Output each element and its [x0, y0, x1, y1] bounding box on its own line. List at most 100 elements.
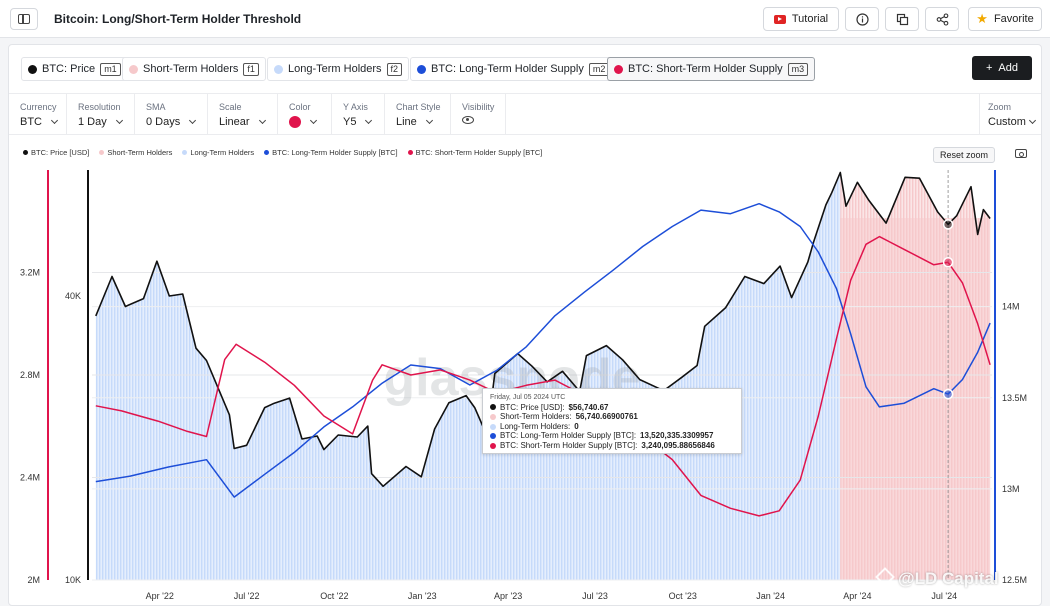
tooltip-value: 3,240,095.88656846 — [641, 440, 715, 450]
favorite-label: Favorite — [993, 13, 1034, 25]
chevron-down-icon — [189, 116, 197, 125]
sma-select[interactable]: SMA 0 Days — [135, 94, 208, 134]
tooltip-row: BTC: Long-Term Holder Supply [BTC]: 13,52… — [490, 431, 734, 441]
metric-label: Long-Term Holders — [288, 63, 382, 75]
top-bar: Bitcoin: Long/Short-Term Holder Threshol… — [0, 0, 1050, 38]
page-title: Bitcoin: Long/Short-Term Holder Threshol… — [54, 12, 302, 26]
chart-style-select[interactable]: Chart Style Line — [385, 94, 451, 134]
tooltip-value: $56,740.67 — [568, 402, 609, 412]
tooltip-label: Long-Term Holders: — [500, 421, 571, 431]
metric-label: BTC: Short-Term Holder Supply — [628, 63, 783, 75]
legend-label: BTC: Long-Term Holder Supply [BTC] — [272, 147, 398, 157]
sma-label: SMA — [146, 102, 166, 112]
metric-key: m1 — [100, 62, 121, 76]
tooltip-row: Short-Term Holders: 56,740.66900761 — [490, 412, 734, 422]
tooltip-value: 13,520,335.3309957 — [640, 431, 714, 441]
metric-long-term-holders[interactable]: Long-Term Holders f2 — [267, 57, 410, 81]
favorite-button[interactable]: ★ Favorite — [968, 7, 1042, 31]
visibility-toggle[interactable]: Visibility — [451, 94, 506, 134]
legend-label: Long-Term Holders — [190, 147, 255, 157]
legend-dot — [23, 149, 28, 155]
tooltip-label: BTC: Long-Term Holder Supply [BTC]: — [500, 431, 637, 441]
currency-select[interactable]: Currency BTC — [9, 94, 67, 134]
metric-label: BTC: Long-Term Holder Supply — [431, 63, 584, 75]
resolution-value: 1 Day — [78, 116, 107, 128]
metric-key: f1 — [243, 62, 259, 76]
metric-label: BTC: Price — [42, 63, 96, 75]
metric-sth-supply[interactable]: BTC: Short-Term Holder Supply m3 — [607, 57, 816, 81]
color-select[interactable]: Color — [278, 94, 332, 134]
copy-button[interactable] — [885, 7, 919, 31]
chevron-down-icon — [1028, 116, 1036, 125]
metric-short-term-holders[interactable]: Short-Term Holders f1 — [122, 57, 266, 81]
add-metric-button[interactable]: + Add — [972, 56, 1032, 80]
metric-color-dot — [417, 64, 426, 74]
metric-color-dot — [28, 64, 37, 74]
legend-item[interactable]: Short-Term Holders — [99, 146, 172, 158]
legend-item[interactable]: BTC: Short-Term Holder Supply [BTC] — [407, 146, 542, 158]
metric-color-dot — [274, 64, 283, 74]
visibility-label: Visibility — [462, 102, 495, 112]
scale-select[interactable]: Scale Linear — [208, 94, 278, 134]
sidebar-toggle-button[interactable] — [10, 8, 38, 30]
tutorial-button[interactable]: Tutorial — [763, 7, 839, 31]
chart-style-value: Line — [396, 116, 417, 128]
tooltip-value: 0 — [574, 421, 579, 431]
sidebar-icon — [18, 14, 30, 24]
camera-icon[interactable] — [1015, 149, 1027, 158]
legend-dot — [99, 149, 105, 155]
resolution-label: Resolution — [78, 102, 121, 112]
tooltip-dot — [490, 423, 496, 430]
chart-panel: BTC: Price m1 Short-Term Holders f1 Long… — [8, 44, 1042, 606]
tooltip-row: BTC: Short-Term Holder Supply [BTC]: 3,24… — [490, 441, 734, 451]
tooltip-row: Long-Term Holders: 0 — [490, 422, 734, 432]
tooltip-label: Short-Term Holders: — [500, 412, 572, 422]
chevron-down-icon — [365, 116, 373, 125]
metric-btc-price[interactable]: BTC: Price m1 — [21, 57, 128, 81]
legend-item[interactable]: BTC: Price [USD] — [23, 146, 89, 158]
zoom-value: Custom — [988, 116, 1026, 128]
chevron-down-icon — [258, 116, 266, 125]
yaxis-select[interactable]: Y Axis Y5 — [332, 94, 385, 134]
metric-key: m3 — [787, 62, 809, 76]
youtube-icon — [773, 14, 786, 24]
tooltip-date: Friday, Jul 05 2024 UTC — [490, 394, 566, 401]
metric-key: f2 — [386, 62, 403, 76]
reset-zoom-button[interactable]: Reset zoom — [932, 147, 995, 163]
tooltip-label: BTC: Price [USD]: — [500, 402, 565, 412]
share-button[interactable] — [925, 7, 959, 31]
yaxis-label: Y Axis — [343, 102, 368, 112]
tooltip-dot — [490, 433, 496, 440]
scale-label: Scale — [219, 102, 242, 112]
copy-icon — [896, 13, 908, 25]
tooltip-dot — [490, 442, 496, 449]
info-icon — [855, 12, 869, 26]
share-icon — [936, 12, 948, 26]
tooltip-value: 56,740.66900761 — [575, 412, 638, 422]
legend-label: Short-Term Holders — [107, 147, 173, 157]
metric-lth-supply[interactable]: BTC: Long-Term Holder Supply m2 — [410, 57, 617, 81]
plus-icon: + — [985, 62, 993, 74]
zoom-label: Zoom — [988, 102, 1012, 112]
watermark-text: @LD Capital — [898, 569, 999, 588]
chevron-down-icon — [115, 116, 123, 125]
legend-item[interactable]: BTC: Long-Term Holder Supply [BTC] — [264, 146, 398, 158]
info-button[interactable] — [845, 7, 879, 31]
tooltip-row: BTC: Price [USD]: $56,740.67 — [490, 403, 734, 413]
color-label: Color — [289, 102, 311, 112]
chevron-down-icon — [425, 116, 433, 125]
chart-controls: Currency BTC Resolution 1 Day SMA 0 Days… — [9, 93, 1041, 135]
zoom-select[interactable]: Zoom Custom — [979, 94, 1041, 134]
tooltip-label: BTC: Short-Term Holder Supply [BTC]: — [500, 440, 638, 450]
tooltip-dot — [490, 413, 496, 420]
yaxis-value: Y5 — [343, 116, 357, 128]
chevron-down-icon — [50, 116, 59, 125]
ld-logo-icon — [875, 567, 895, 587]
star-icon: ★ — [976, 11, 988, 26]
sma-value: 0 Days — [146, 116, 181, 128]
legend-item[interactable]: Long-Term Holders — [182, 146, 254, 158]
tooltip-dot — [490, 404, 496, 411]
resolution-select[interactable]: Resolution 1 Day — [67, 94, 135, 134]
eye-icon — [462, 116, 474, 124]
add-label: Add — [998, 62, 1018, 74]
